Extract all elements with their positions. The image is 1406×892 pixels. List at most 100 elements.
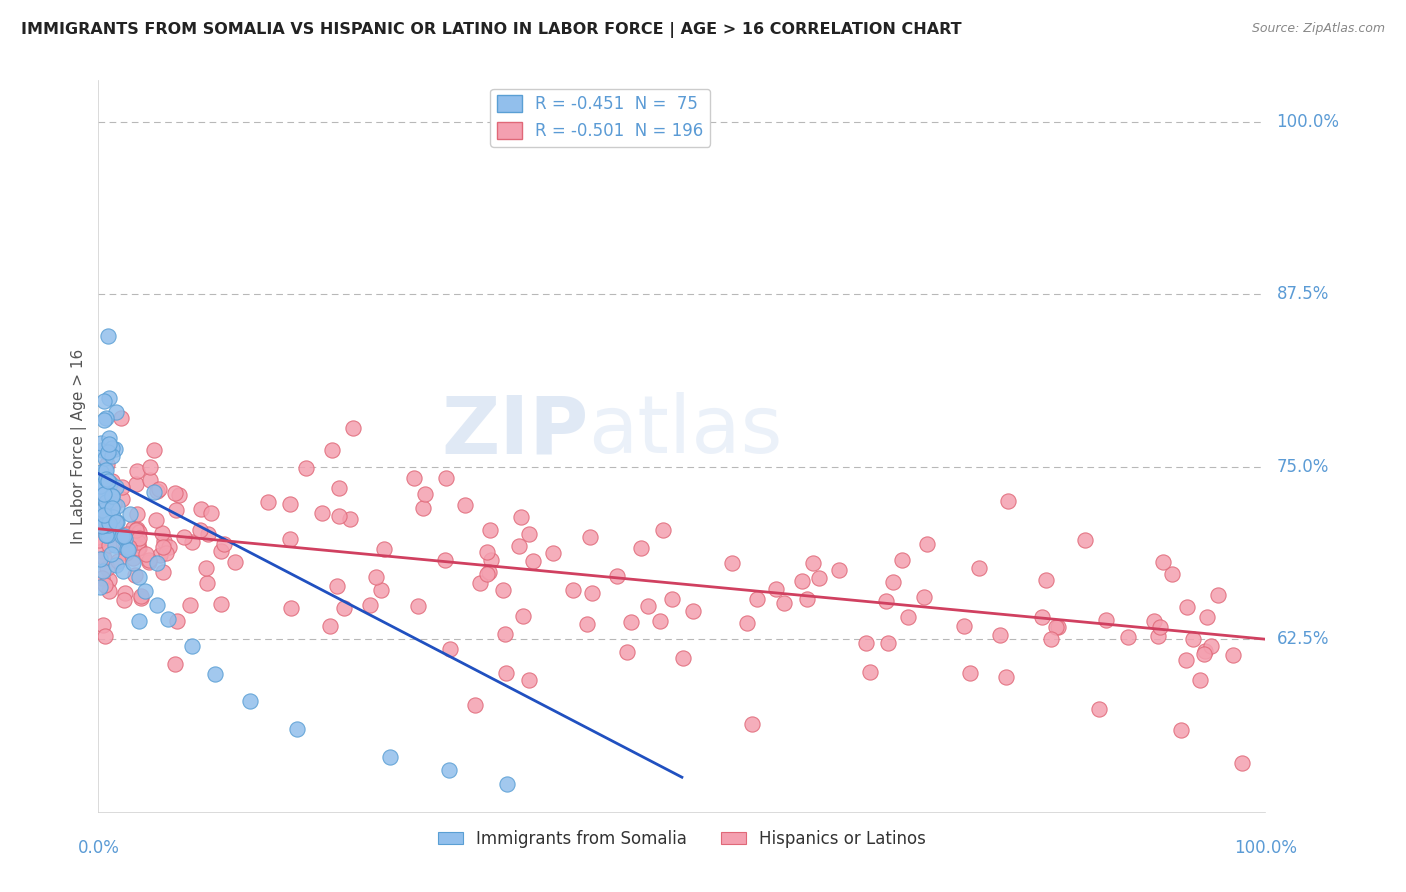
Point — [773, 596, 796, 610]
Point — [152, 533, 174, 548]
Point — [90, 504, 112, 518]
Point — [165, 657, 187, 672]
Point — [1170, 723, 1192, 737]
Point — [741, 717, 763, 731]
Point — [413, 487, 436, 501]
Point — [104, 515, 127, 529]
Point — [98, 573, 121, 587]
Point — [412, 501, 434, 516]
Point — [152, 565, 174, 579]
Point — [128, 570, 150, 584]
Point — [117, 542, 139, 557]
Point — [122, 557, 145, 571]
Point — [128, 524, 150, 539]
Point — [89, 580, 111, 594]
Point — [671, 650, 693, 665]
Point — [581, 585, 603, 599]
Point — [997, 494, 1019, 508]
Point — [115, 527, 138, 541]
Point — [562, 582, 585, 597]
Point — [877, 635, 900, 649]
Point — [1201, 639, 1223, 653]
Point — [107, 554, 129, 568]
Point — [280, 601, 302, 615]
Point — [146, 598, 169, 612]
Point — [87, 531, 110, 545]
Point — [1189, 673, 1212, 687]
Point — [492, 582, 515, 597]
Point — [195, 575, 218, 590]
Point — [96, 495, 118, 509]
Point — [1147, 629, 1170, 643]
Point — [370, 583, 392, 598]
Text: 100.0%: 100.0% — [1277, 112, 1340, 131]
Point — [321, 443, 343, 458]
Point — [121, 521, 143, 535]
Point — [197, 526, 219, 541]
Point — [118, 507, 141, 521]
Point — [801, 557, 824, 571]
Point — [464, 698, 486, 712]
Point — [96, 462, 118, 476]
Point — [94, 528, 117, 542]
Point — [98, 584, 121, 599]
Point — [129, 590, 152, 604]
Point — [509, 510, 531, 524]
Point — [94, 463, 117, 477]
Point — [747, 591, 769, 606]
Point — [439, 642, 461, 657]
Point — [89, 503, 111, 517]
Point — [373, 542, 395, 557]
Point — [915, 537, 938, 551]
Point — [90, 465, 112, 479]
Point — [512, 609, 534, 624]
Point — [478, 565, 501, 579]
Point — [93, 518, 115, 533]
Point — [224, 556, 246, 570]
Point — [1230, 756, 1253, 771]
Point — [91, 509, 114, 524]
Point — [115, 528, 138, 542]
Point — [114, 546, 136, 560]
Point — [98, 391, 121, 405]
Point — [1149, 619, 1171, 633]
Point — [1087, 702, 1109, 716]
Point — [101, 501, 124, 516]
Point — [165, 486, 187, 500]
Point — [91, 564, 114, 578]
Point — [179, 598, 201, 612]
Point — [475, 544, 498, 558]
Point — [110, 410, 132, 425]
Point — [1116, 630, 1139, 644]
Point — [97, 445, 120, 459]
Point — [96, 560, 118, 574]
Point — [93, 508, 115, 522]
Point — [96, 523, 118, 537]
Text: 75.0%: 75.0% — [1277, 458, 1329, 475]
Point — [1031, 610, 1053, 624]
Point — [859, 665, 882, 679]
Point — [517, 673, 540, 688]
Point — [180, 639, 202, 653]
Point — [112, 593, 135, 607]
Point — [127, 522, 149, 536]
Point — [433, 553, 456, 567]
Point — [155, 546, 177, 560]
Point — [166, 614, 188, 628]
Point — [93, 394, 115, 409]
Point — [98, 431, 121, 445]
Point — [828, 563, 851, 577]
Point — [1197, 609, 1219, 624]
Point — [737, 615, 759, 630]
Point — [97, 444, 120, 458]
Point — [128, 614, 150, 628]
Point — [149, 548, 172, 562]
Point — [150, 526, 173, 541]
Point — [98, 516, 121, 530]
Point — [93, 550, 115, 565]
Point — [328, 481, 350, 495]
Point — [319, 619, 342, 633]
Point — [479, 523, 502, 537]
Text: ZIP: ZIP — [441, 392, 589, 470]
Point — [96, 411, 118, 425]
